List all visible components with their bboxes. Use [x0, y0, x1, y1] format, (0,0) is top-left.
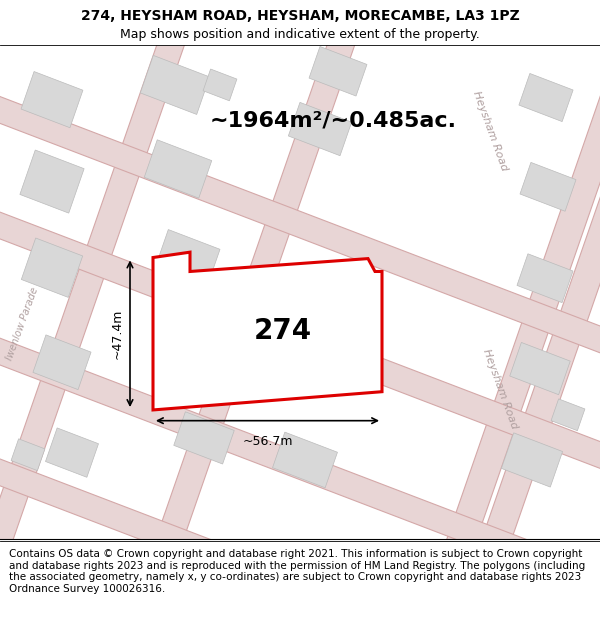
- Polygon shape: [164, 320, 227, 375]
- Text: 274: 274: [253, 317, 311, 345]
- Polygon shape: [517, 254, 573, 302]
- Text: Heysham Road: Heysham Road: [471, 89, 509, 172]
- Polygon shape: [11, 439, 45, 471]
- Polygon shape: [0, 0, 220, 586]
- Polygon shape: [156, 229, 220, 285]
- Polygon shape: [0, 558, 600, 625]
- Polygon shape: [21, 71, 83, 127]
- Polygon shape: [140, 56, 209, 114]
- Polygon shape: [203, 69, 237, 101]
- Text: ~56.7m: ~56.7m: [242, 436, 293, 448]
- Polygon shape: [0, 317, 600, 610]
- Polygon shape: [22, 238, 83, 298]
- Polygon shape: [46, 428, 98, 478]
- Text: 274, HEYSHAM ROAD, HEYSHAM, MORECAMBE, LA3 1PZ: 274, HEYSHAM ROAD, HEYSHAM, MORECAMBE, L…: [80, 9, 520, 23]
- Polygon shape: [20, 150, 84, 213]
- Polygon shape: [289, 102, 352, 156]
- Polygon shape: [144, 140, 212, 198]
- Text: ~47.4m: ~47.4m: [111, 309, 124, 359]
- Polygon shape: [0, 191, 600, 484]
- Polygon shape: [0, 438, 600, 625]
- Text: Contains OS data © Crown copyright and database right 2021. This information is : Contains OS data © Crown copyright and d…: [9, 549, 585, 594]
- Polygon shape: [462, 0, 600, 607]
- Polygon shape: [519, 74, 573, 122]
- Text: Map shows position and indicative extent of the property.: Map shows position and indicative extent…: [120, 28, 480, 41]
- Polygon shape: [551, 399, 585, 431]
- Polygon shape: [502, 433, 563, 487]
- Text: ~1964m²/~0.485ac.: ~1964m²/~0.485ac.: [210, 111, 457, 131]
- Polygon shape: [510, 342, 570, 395]
- Polygon shape: [520, 162, 576, 211]
- Text: Heysham Road: Heysham Road: [481, 347, 519, 430]
- Text: Iwenlow Parade: Iwenlow Parade: [4, 286, 40, 362]
- Polygon shape: [290, 349, 346, 396]
- Polygon shape: [33, 335, 91, 389]
- Polygon shape: [427, 0, 600, 607]
- Polygon shape: [153, 252, 382, 410]
- Polygon shape: [174, 412, 234, 464]
- Polygon shape: [0, 75, 600, 368]
- Polygon shape: [272, 432, 337, 488]
- Polygon shape: [309, 46, 367, 96]
- Polygon shape: [136, 0, 383, 606]
